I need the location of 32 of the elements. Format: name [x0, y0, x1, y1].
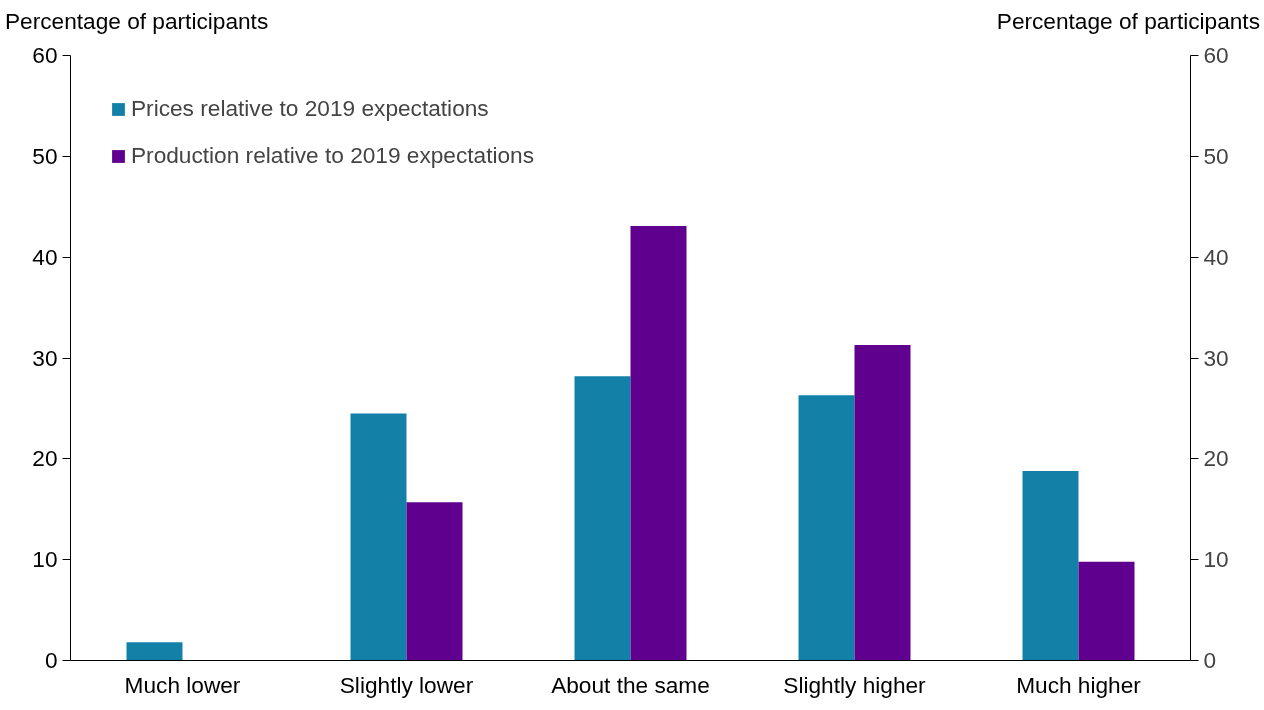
- y-tick-label: 10: [32, 546, 58, 573]
- y2-tick-label: 60: [1203, 42, 1229, 68]
- y2-tick-label: 20: [1203, 445, 1229, 472]
- y2-tick-label: 40: [1203, 243, 1229, 270]
- x-tick-label: Much higher: [1016, 671, 1142, 698]
- bar: [1022, 470, 1079, 661]
- y-tick-label: 20: [32, 445, 58, 472]
- x-tick-label: About the same: [551, 671, 710, 698]
- y2-tick-label: 50: [1203, 142, 1229, 169]
- bar: [854, 344, 911, 661]
- y-tick-label: 0: [44, 647, 58, 673]
- legend-label: Prices relative to 2019 expectations: [131, 95, 489, 122]
- y-axis-title: Percentage of participants: [5, 7, 269, 36]
- y-tick-label: 30: [32, 344, 58, 371]
- y2-axis-title: Percentage of participants: [996, 7, 1260, 36]
- bar: [574, 376, 631, 661]
- x-tick-label: Slightly lower: [339, 671, 474, 698]
- x-tick-label: Slightly higher: [783, 671, 927, 698]
- y2-tick-label: 10: [1203, 546, 1229, 573]
- bar: [350, 413, 407, 661]
- legend-label: Production relative to 2019 expectations: [131, 142, 535, 169]
- bar: [630, 225, 687, 661]
- y2-tick-label: 0: [1203, 647, 1217, 673]
- bar: [406, 502, 463, 661]
- bar: [1078, 561, 1135, 661]
- y2-tick-label: 30: [1203, 344, 1229, 371]
- y-tick-label: 40: [32, 243, 58, 270]
- bar: [798, 395, 855, 661]
- x-tick-label: Much lower: [124, 671, 241, 698]
- bar: [126, 642, 183, 661]
- y-tick-label: 60: [32, 42, 58, 68]
- y-tick-label: 50: [32, 142, 58, 169]
